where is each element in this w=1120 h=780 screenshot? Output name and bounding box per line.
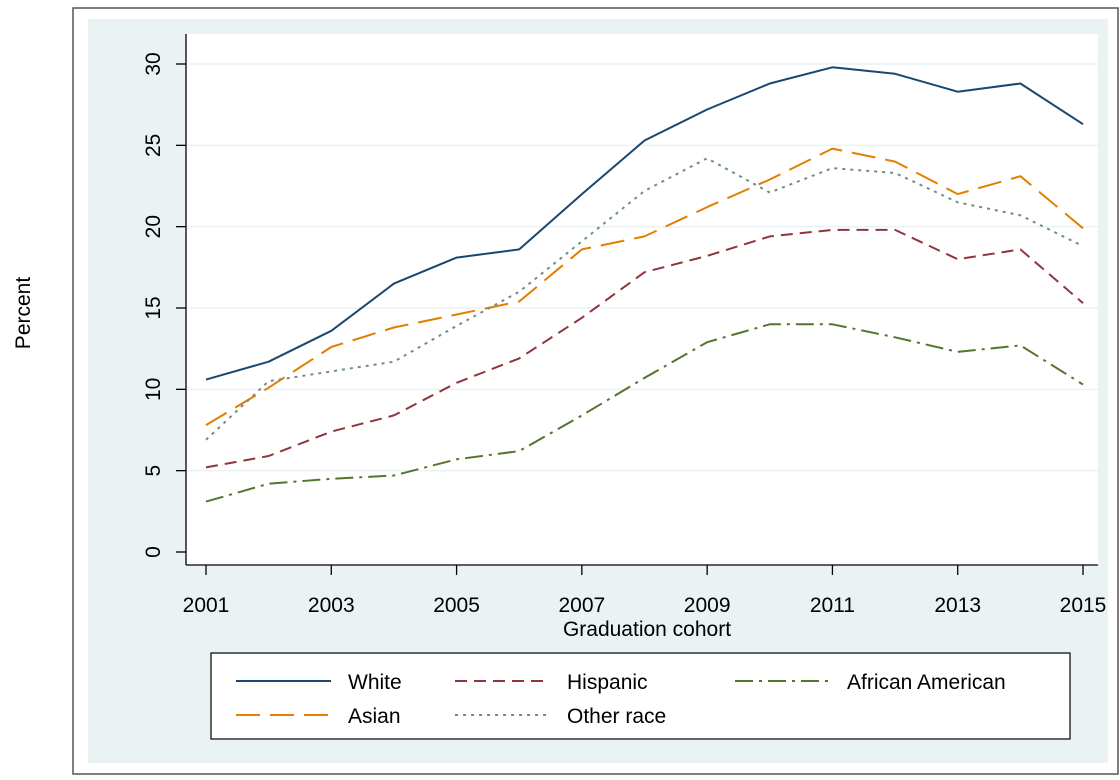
- legend-box: [210, 652, 1071, 740]
- legend-label-hispanic: Hispanic: [567, 671, 648, 694]
- legend-label-white: White: [348, 671, 402, 694]
- series-line-white: [205, 66, 1084, 381]
- y-axis-title: Percent: [12, 277, 35, 350]
- y-tick-label: 0: [142, 546, 165, 558]
- y-tick-label: 10: [142, 378, 165, 401]
- series-line-other-race: [205, 157, 1084, 441]
- x-axis-title: Graduation cohort: [563, 618, 731, 641]
- series: [205, 66, 1084, 503]
- x-tick-label: 2003: [308, 594, 355, 617]
- axes: [185, 34, 1098, 566]
- series-line-hispanic: [205, 228, 1084, 469]
- x-tick-label: 2007: [558, 594, 605, 617]
- ticks: 0 5 10 15 20 25 30 2001 2003 2005 2007 2009 2011 2013…: [142, 52, 1106, 617]
- legend-label-asian: Asian: [348, 705, 401, 728]
- y-tick-label: 5: [142, 465, 165, 477]
- x-tick-label: 2009: [684, 594, 731, 617]
- x-tick-label: 2001: [183, 594, 230, 617]
- y-tick-label: 30: [142, 52, 165, 75]
- legend: White Hispanic African American Asian Other …: [236, 671, 1006, 728]
- x-tick-label: 2011: [810, 594, 855, 617]
- y-tick-label: 25: [142, 134, 165, 157]
- series-line-asian: [205, 147, 1084, 426]
- legend-label-african-american: African American: [847, 671, 1006, 694]
- y-tick-label: 15: [142, 296, 165, 319]
- x-tick-label: 2013: [934, 594, 981, 617]
- x-tick-label: 2015: [1060, 594, 1107, 617]
- plot-area: [186, 34, 1098, 565]
- legend-label-other-race: Other race: [567, 705, 666, 728]
- x-tick-label: 2005: [433, 594, 480, 617]
- y-tick-label: 20: [142, 215, 165, 238]
- series-line-african-american: [205, 323, 1084, 503]
- gridlines: [186, 63, 1098, 472]
